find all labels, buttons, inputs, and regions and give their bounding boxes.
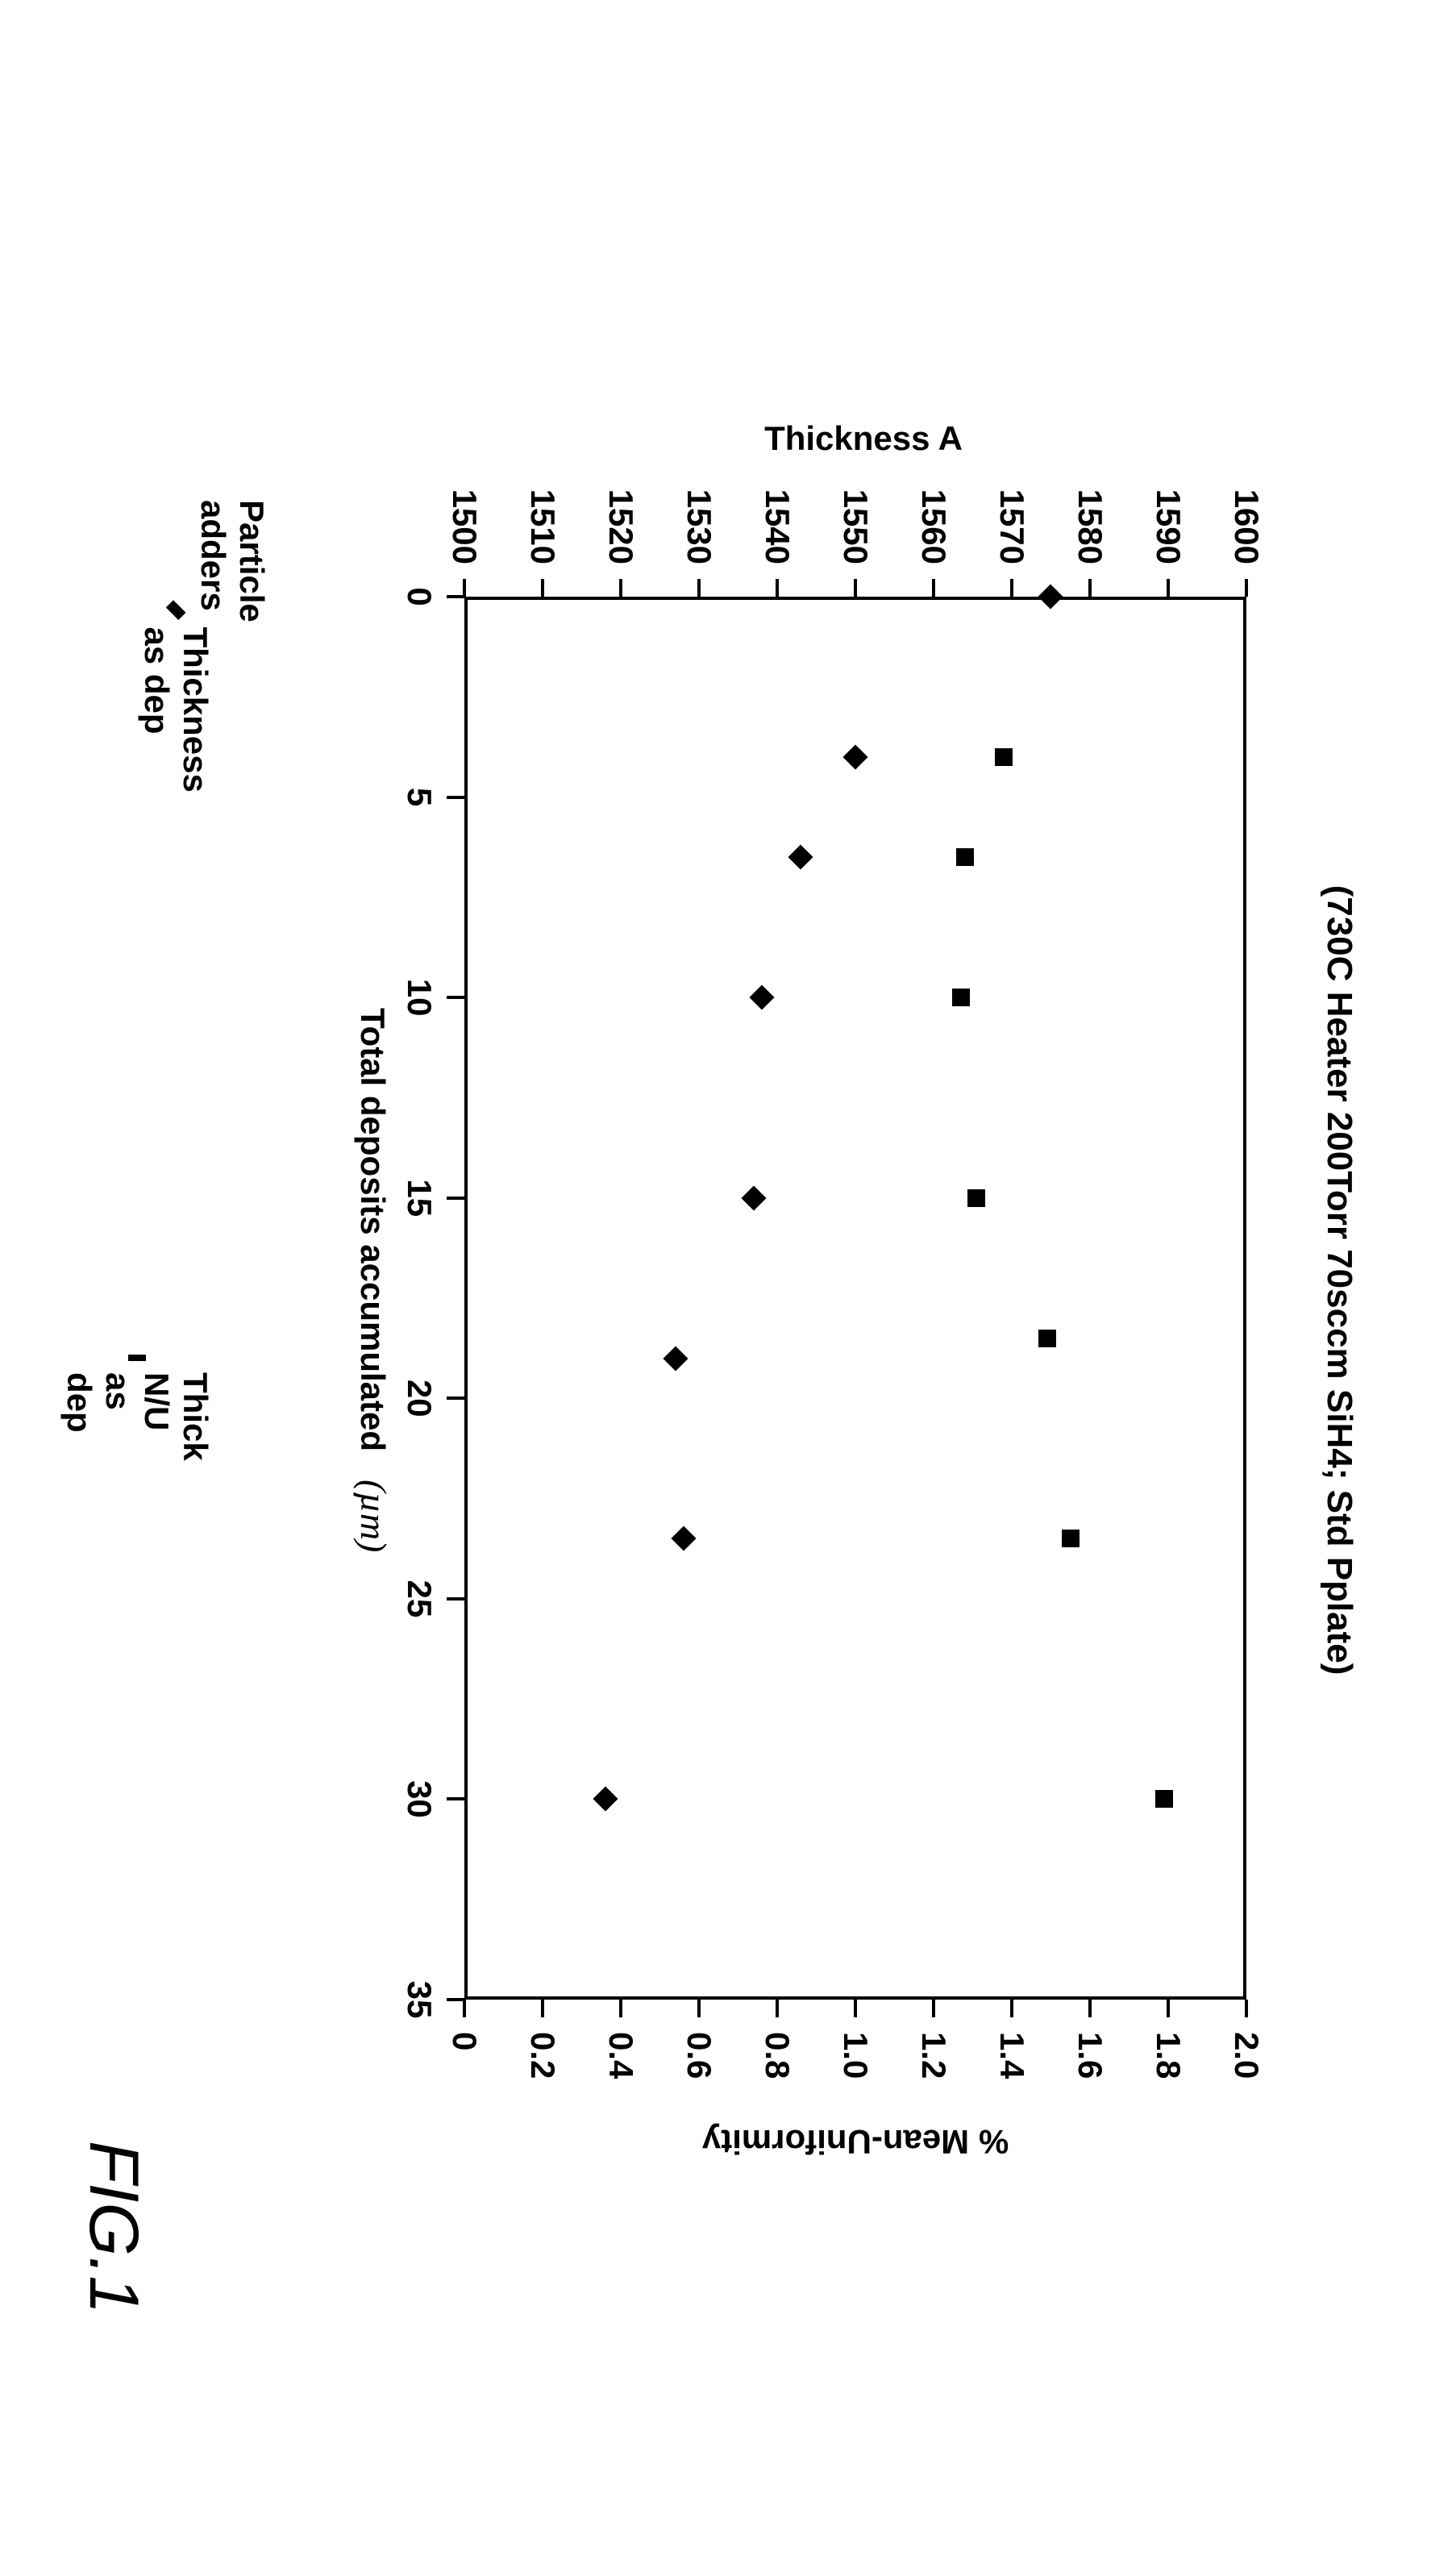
x-tick-label: 15 bbox=[400, 1179, 439, 1217]
x-top-axis-line bbox=[1243, 597, 1246, 2000]
y-right-tick bbox=[541, 2000, 544, 2017]
x-tick bbox=[447, 1998, 464, 2001]
y-left-tick bbox=[1010, 579, 1013, 597]
x-tick bbox=[447, 1397, 464, 1400]
uniformity-marker bbox=[967, 1189, 985, 1207]
thickness-marker bbox=[593, 1787, 618, 1812]
legend-label: Thickness as dep bbox=[137, 626, 214, 799]
thickness-marker bbox=[741, 1185, 766, 1210]
x-tick-label: 20 bbox=[400, 1380, 439, 1417]
y-left-tick-label: 1500 bbox=[445, 489, 484, 564]
y-left-tick-label: 1530 bbox=[680, 489, 718, 564]
x-tick bbox=[447, 996, 464, 999]
y-right-tick-label: 1.4 bbox=[992, 2032, 1031, 2079]
x-tick-label: 35 bbox=[400, 1981, 439, 2019]
y-right-tick bbox=[1010, 2000, 1013, 2017]
plot-area bbox=[464, 597, 1246, 2000]
thickness-marker bbox=[1038, 584, 1063, 609]
y-right-tick-label: 2.0 bbox=[1227, 2032, 1266, 2079]
thickness-marker bbox=[788, 845, 813, 870]
y-right-tick-label: 1.2 bbox=[914, 2032, 953, 2079]
uniformity-marker bbox=[1038, 1330, 1056, 1347]
y-left-tick bbox=[619, 579, 622, 597]
x-tick bbox=[447, 1797, 464, 1800]
legend-title: Particle adders bbox=[193, 500, 271, 622]
uniformity-marker bbox=[1062, 1530, 1080, 1547]
x-tick bbox=[447, 1197, 464, 1200]
y-right-tick-label: 1.0 bbox=[836, 2032, 875, 2079]
x-tick-label: 30 bbox=[400, 1780, 439, 1818]
chart-stage: (730C Heater 200Torr 70sccm SiH4; Std Pp… bbox=[0, 0, 1456, 2560]
y-right-tick bbox=[1088, 2000, 1092, 2017]
legend-entry: Thick N/U as dep bbox=[60, 1355, 214, 1472]
x-tick-label: 10 bbox=[400, 979, 439, 1017]
y-left-tick-label: 1600 bbox=[1227, 489, 1266, 564]
y-left-tick-label: 1570 bbox=[992, 489, 1031, 564]
y-right-axis-label: % Mean-Uniformity bbox=[678, 2122, 1033, 2161]
thickness-marker bbox=[749, 985, 774, 1010]
y-right-tick-label: 0.8 bbox=[758, 2032, 797, 2079]
y-right-tick-label: 1.6 bbox=[1071, 2032, 1109, 2079]
thickness-marker bbox=[842, 744, 867, 769]
y-left-axis-label: Thickness A bbox=[743, 419, 984, 458]
y-left-tick bbox=[1088, 579, 1092, 597]
x-axis-label: Total deposits accumulated bbox=[353, 1008, 392, 1451]
y-left-tick-label: 1590 bbox=[1149, 489, 1188, 564]
x-tick bbox=[447, 796, 464, 799]
y-right-tick bbox=[1167, 2000, 1170, 2017]
y-right-tick bbox=[854, 2000, 857, 2017]
y-right-tick bbox=[1245, 2000, 1248, 2017]
uniformity-marker bbox=[995, 748, 1013, 766]
thickness-marker bbox=[671, 1526, 696, 1551]
y-right-tick bbox=[776, 2000, 779, 2017]
legend-entry: Thickness as dep bbox=[137, 605, 214, 799]
y-left-tick bbox=[1167, 579, 1170, 597]
y-left-tick-label: 1580 bbox=[1071, 489, 1109, 564]
y-right-tick bbox=[697, 2000, 701, 2017]
x-axis-unit: (µm) bbox=[352, 1480, 395, 1552]
y-left-tick-label: 1560 bbox=[914, 489, 953, 564]
y-left-tick bbox=[776, 579, 779, 597]
x-tick-label: 5 bbox=[400, 788, 439, 806]
y-right-tick-label: 0.2 bbox=[523, 2032, 562, 2079]
y-left-tick-label: 1550 bbox=[836, 489, 875, 564]
y-right-tick bbox=[463, 2000, 466, 2017]
y-left-tick bbox=[932, 579, 935, 597]
chart-title: (730C Heater 200Torr 70sccm SiH4; Std Pp… bbox=[1319, 0, 1359, 2560]
uniformity-marker bbox=[952, 989, 970, 1006]
diamond-icon bbox=[165, 600, 185, 620]
y-left-axis-line bbox=[464, 597, 1246, 600]
y-left-tick bbox=[854, 579, 857, 597]
y-left-tick-label: 1510 bbox=[523, 489, 562, 564]
thickness-marker bbox=[663, 1346, 688, 1371]
y-right-tick-label: 0 bbox=[445, 2032, 484, 2050]
y-right-tick-label: 1.8 bbox=[1149, 2032, 1188, 2079]
x-tick bbox=[447, 1597, 464, 1601]
legend-label: Thick N/U as dep bbox=[60, 1372, 214, 1472]
y-left-tick bbox=[463, 579, 466, 597]
figure-label: FIG.1 bbox=[73, 2141, 153, 2314]
y-left-tick-label: 1540 bbox=[758, 489, 797, 564]
y-right-tick-label: 0.6 bbox=[680, 2032, 718, 2079]
y-right-tick-label: 0.4 bbox=[601, 2032, 640, 2079]
square-icon bbox=[128, 1355, 146, 1361]
x-tick-label: 0 bbox=[400, 587, 439, 606]
y-left-tick-label: 1520 bbox=[601, 489, 640, 564]
uniformity-marker bbox=[1155, 1790, 1173, 1808]
y-left-tick bbox=[697, 579, 701, 597]
x-tick bbox=[447, 595, 464, 598]
uniformity-marker bbox=[956, 848, 974, 866]
y-right-tick bbox=[932, 2000, 935, 2017]
x-bottom-axis-line bbox=[464, 597, 468, 2000]
y-left-tick bbox=[541, 579, 544, 597]
y-left-tick bbox=[1245, 579, 1248, 597]
y-right-tick bbox=[619, 2000, 622, 2017]
x-tick-label: 25 bbox=[400, 1580, 439, 1617]
